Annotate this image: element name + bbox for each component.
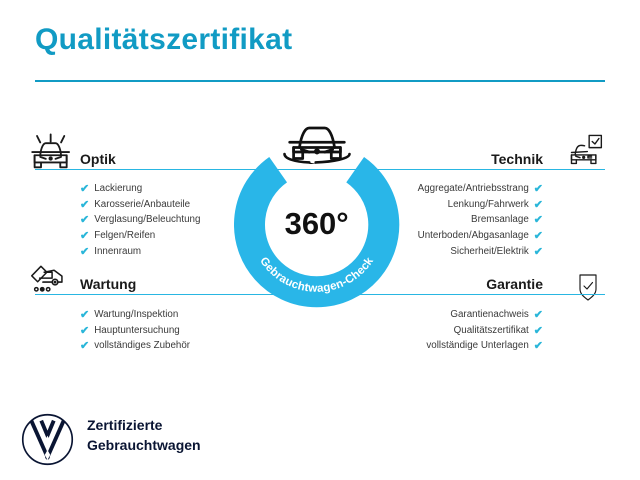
- svg-text:360°: 360°: [285, 206, 349, 241]
